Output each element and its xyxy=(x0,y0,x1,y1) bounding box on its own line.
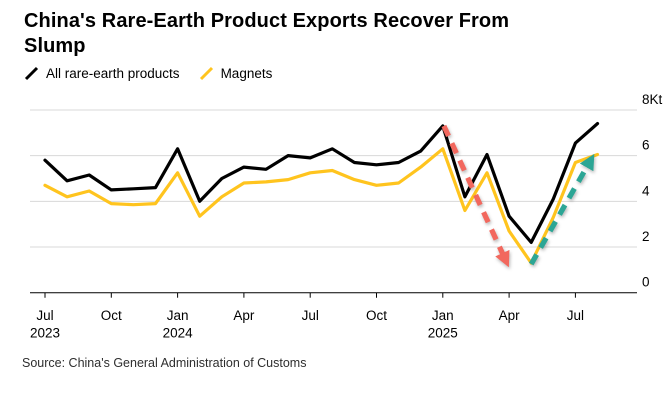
recovery-arrow xyxy=(528,153,595,266)
page-title: China's Rare-Earth Product Exports Recov… xyxy=(24,10,510,57)
legend-label: All rare-earth products xyxy=(46,66,180,81)
legend-item-magnets: Magnets xyxy=(199,66,273,81)
x-tick-label: Jul xyxy=(36,308,53,323)
x-tick-label: Jan xyxy=(167,308,189,323)
legend-label: Magnets xyxy=(220,66,273,81)
x-tick-label: Jul xyxy=(302,308,319,323)
line-swatch-icon xyxy=(199,66,213,81)
line-swatch-icon xyxy=(24,66,39,81)
y-tick-label: 2 xyxy=(642,229,650,244)
y-tick-label: 0 xyxy=(642,275,650,290)
series-line-all-rare-earth-products xyxy=(43,121,600,244)
x-tick-label: Oct xyxy=(366,308,387,323)
x-tick-label: Apr xyxy=(233,308,255,323)
x-tick-label: Oct xyxy=(101,308,122,323)
plot-svg: 8Kt 6 4 2 0 Jul 2023 Oct Jan 2024 Apr Jul Oct Jan 2025… xyxy=(30,92,663,341)
legend: All rare-earth products Magnets xyxy=(24,66,272,81)
x-tick-year-label: 2023 xyxy=(30,326,60,341)
x-tick-label: Jul xyxy=(567,308,584,323)
y-tick-label: 4 xyxy=(642,183,650,198)
x-tick-label: Apr xyxy=(499,308,521,323)
x-tick-year-label: 2025 xyxy=(428,326,458,341)
source-text: Source: China's General Administration o… xyxy=(22,356,307,370)
x-tick-year-label: 2024 xyxy=(163,326,194,341)
y-tick-label: 6 xyxy=(642,138,650,153)
legend-item-all-rare-earth-products: All rare-earth products xyxy=(24,66,180,81)
series-line-magnets xyxy=(43,147,600,265)
x-tick-label: Jan xyxy=(432,308,454,323)
decline-arrow xyxy=(441,124,510,268)
y-tick-label: 8Kt xyxy=(642,92,663,107)
